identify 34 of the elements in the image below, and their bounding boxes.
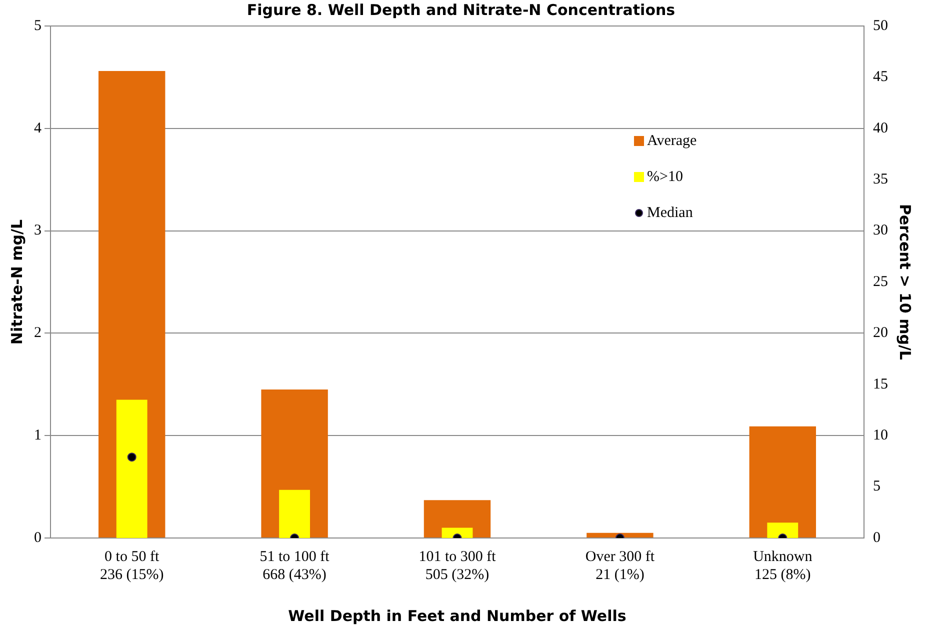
x-tick-label: Over 300 ft 21 (1%) [585,548,656,583]
x-tick-label: Unknown 125 (8%) [753,548,813,583]
y2-tick-label: 50 [873,18,888,34]
y-axis-title: Nitrate-N mg/L [8,218,26,345]
legend-label: Average [647,132,698,149]
legend-label: %>10 [647,168,683,185]
y-tick-label: 1 [34,428,42,444]
bar [749,426,816,538]
y-tick-label: 4 [34,120,42,136]
x-tick-label: 51 to 100 ft 668 (43%) [260,548,330,583]
y2-tick-label: 30 [873,222,888,239]
y-tick-label: 2 [34,325,42,342]
bar [767,522,798,538]
legend-label: Median [647,204,694,221]
y-tick-label: 5 [34,18,42,34]
y2-tick-label: 25 [873,274,888,290]
y-tick-label: 0 [34,530,42,546]
y2-tick-label: 0 [873,530,880,546]
y2-tick-label: 20 [873,325,888,342]
bar [116,400,148,538]
bar [442,528,473,538]
y2-axis-title: Percent > 10 mg/L [896,204,914,360]
x-tick-label: 101 to 300 ft 505 (32%) [418,548,497,583]
chart-title: Figure 8. Well Depth and Nitrate-N Concentrations [246,0,676,19]
y2-tick-label: 40 [873,120,888,136]
y2-tick-label: 5 [873,478,880,495]
x-tick-label: 0 to 50 ft 236 (15%) [100,548,164,583]
y2-tick-label: 35 [873,172,888,188]
bar [279,490,310,538]
y-tick-label: 3 [34,222,42,239]
y2-tick-label: 45 [873,69,888,86]
y2-tick-label: 15 [873,376,888,392]
x-axis-title: Well Depth in Feet and Number of Wells [288,606,626,625]
y2-tick-label: 10 [873,428,888,444]
